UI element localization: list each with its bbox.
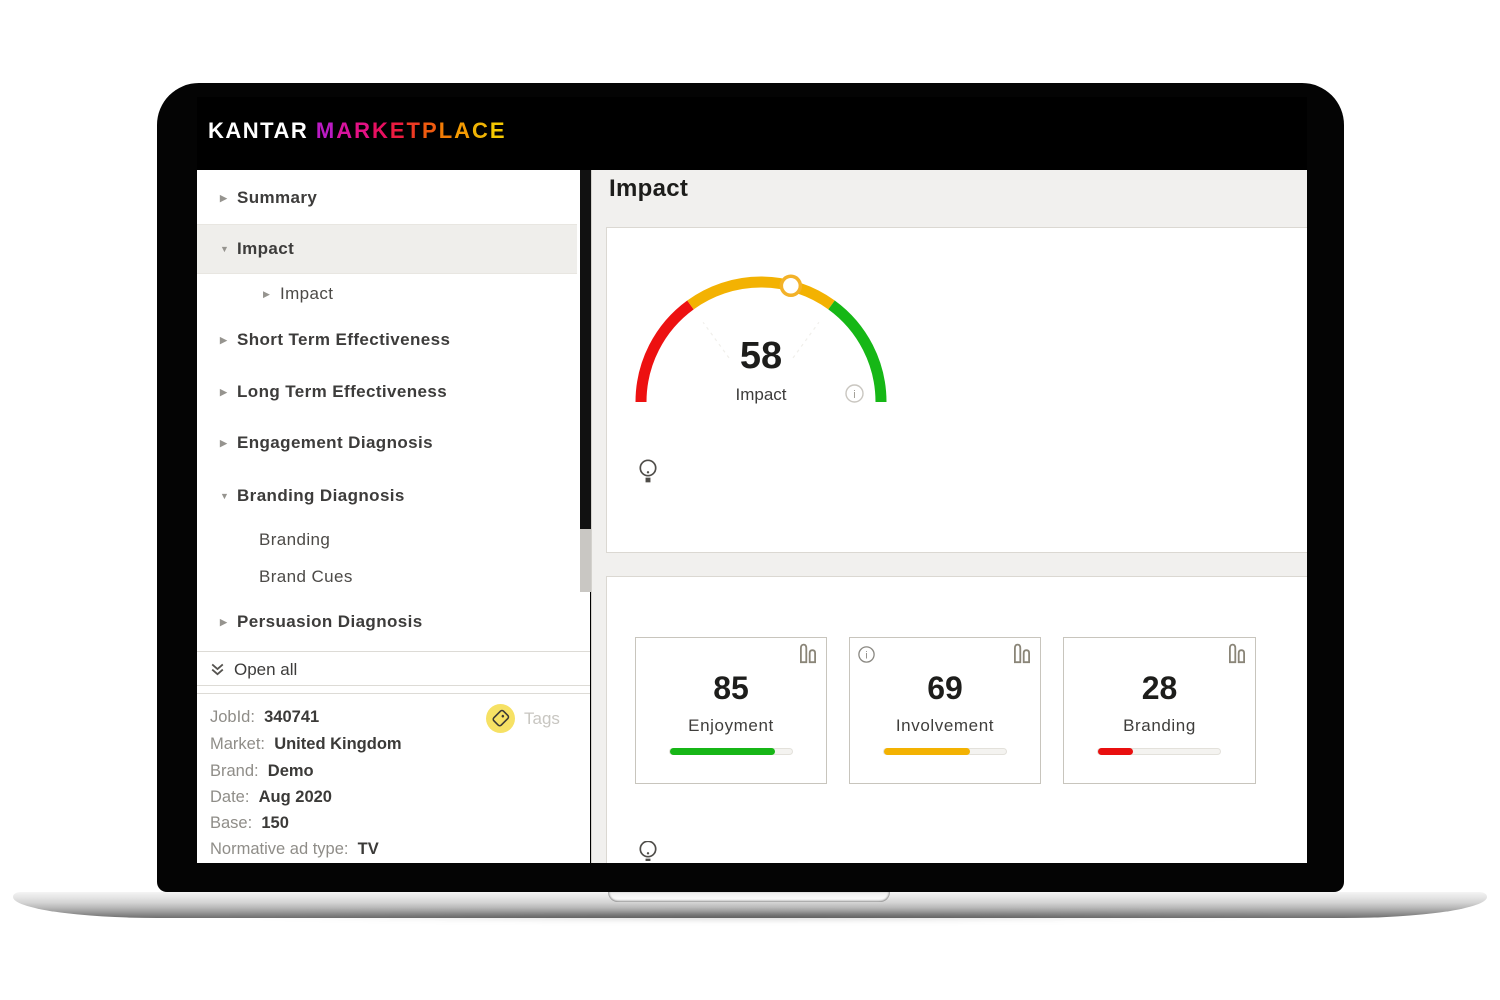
svg-text:i: i [865,651,867,662]
svg-text:i: i [853,389,855,401]
svg-text:58: 58 [740,335,782,377]
svg-text:Impact: Impact [735,385,786,404]
